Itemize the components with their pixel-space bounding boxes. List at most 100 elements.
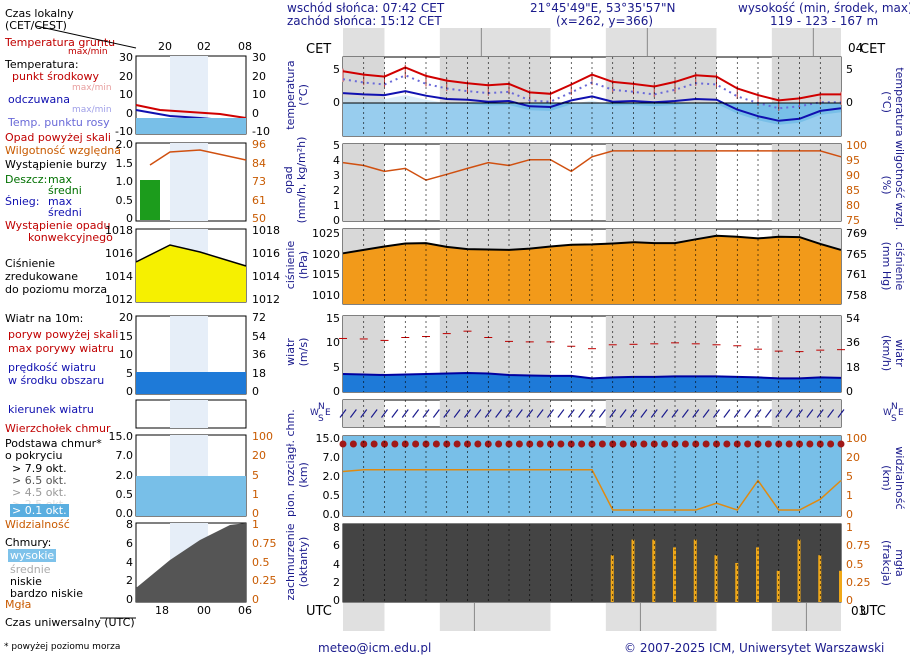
- compass-s-left: S: [318, 414, 324, 424]
- legend-tick-right: 72: [252, 311, 266, 324]
- wind-arrow: [806, 409, 814, 418]
- wind-arrow: [609, 409, 617, 418]
- legend-tick-right: 0.75: [252, 536, 277, 550]
- clouds-tick-left: 7.0: [322, 451, 341, 464]
- cloud-top-dot: [339, 440, 347, 448]
- legend-tick-right: 1018: [252, 224, 280, 237]
- legend-clouds: Chmury:: [5, 536, 52, 549]
- cloud-top-dot: [640, 440, 648, 448]
- cloud-top-dot: [733, 440, 741, 448]
- legend-pressure-line: [135, 244, 247, 267]
- precip-tick-left: 5: [333, 139, 340, 152]
- legend-rain-bar: [140, 180, 160, 220]
- pressure-tick-right: 765: [846, 247, 867, 261]
- hour-top-label: 04: [848, 41, 864, 55]
- sunset-text: zachód słońca: 15:12 CET: [287, 14, 442, 28]
- cloud-top-dot: [744, 440, 752, 448]
- fog-bar: [735, 563, 739, 602]
- fog-bar: [673, 547, 676, 602]
- cloud-top-dot: [806, 440, 814, 448]
- cloud-top-dot: [681, 440, 689, 448]
- footer-email[interactable]: meteo@icm.edu.pl: [318, 641, 432, 655]
- legend-tick-left: 15.0: [108, 430, 134, 443]
- precip-tick-right: 95: [846, 154, 860, 167]
- legend-soil-temp: Temperatura gruntu: [5, 36, 116, 49]
- legend-wind-speed-2: w środku obszaru: [8, 374, 105, 387]
- visibility-line: [342, 468, 842, 511]
- cloud-top-dot: [567, 440, 575, 448]
- wind-arrow: [432, 409, 440, 418]
- wind-arrow: [557, 409, 565, 418]
- legend-humidity-line: [149, 149, 247, 166]
- temp-line: [342, 66, 841, 102]
- legend-okt-3: > 4.5 okt.: [12, 486, 67, 499]
- time-footer-bg: [343, 603, 841, 631]
- precip-tick-left: 4: [333, 154, 340, 167]
- precip-tick-left: 2: [333, 184, 340, 197]
- legend-pressure-area: [136, 245, 246, 302]
- legend-tick-right: 1012: [252, 293, 280, 306]
- cloud-top-dot: [816, 440, 824, 448]
- clouds-tick-right: 20: [846, 451, 860, 464]
- legend-tick-right: 73: [252, 175, 266, 188]
- legend-tick-right: 30: [252, 51, 266, 64]
- legend-tick-left: 2: [126, 574, 133, 588]
- clouds-tick-right: 100: [846, 432, 867, 445]
- altitude-values: 119 - 123 - 167 m: [770, 14, 879, 28]
- cloud-top-dot: [381, 440, 388, 448]
- legend-local-time-sub: (CET/CEST): [5, 19, 67, 32]
- legend-tick-right: 61: [252, 193, 266, 207]
- panel-night-shade: [343, 144, 385, 221]
- legend-snow-mean: średni: [48, 206, 82, 219]
- wind-arrow: [349, 409, 357, 418]
- legend-rain-mean: średni: [48, 184, 82, 197]
- legend-tick-right: 1016: [252, 247, 280, 260]
- fog-bar: [839, 570, 842, 602]
- night-band-bottom: [439, 603, 551, 631]
- legend-tick-left: 6: [126, 536, 133, 550]
- coverage-tick-right: 0.25: [846, 575, 871, 589]
- wind-arrow: [360, 409, 368, 418]
- cloud-top-dot: [692, 440, 700, 448]
- legend-visibility: Widzialność: [5, 518, 70, 531]
- cloud-top-dot: [661, 440, 669, 448]
- legend-tick-right: -10: [252, 125, 270, 138]
- wind-arrow: [412, 409, 420, 418]
- legend-tick-left: 1.5: [115, 156, 134, 170]
- panel-night-shade: [605, 400, 717, 427]
- wind-arrow: [733, 409, 741, 418]
- cloud-top-dot: [764, 440, 772, 448]
- wind-arrow: [547, 409, 554, 418]
- fog-bar: [693, 539, 697, 602]
- legend-temperature: Temperatura:: [5, 58, 79, 71]
- cloud-top-dot: [484, 440, 492, 448]
- legend-okt-5: > 0.1 okt.: [10, 504, 69, 517]
- wind-arrow: [640, 409, 648, 418]
- precip-tick-left: 3: [333, 169, 340, 182]
- legend-tick-left: 10: [119, 88, 133, 101]
- legend-perceived: odczuwana: [8, 93, 70, 106]
- temp-tick-right: 5: [846, 63, 853, 76]
- temp-tick-right: 0: [846, 96, 853, 109]
- wind-arrow: [692, 409, 700, 418]
- cloud-top-dot: [723, 440, 731, 448]
- legend-tick-left: 20: [119, 69, 133, 83]
- legend-tick-right: 1014: [252, 270, 280, 283]
- legend-tick-left: 4: [126, 555, 133, 569]
- legend-rain-max: max: [48, 173, 72, 186]
- legend-tick-left: 0.5: [115, 193, 134, 207]
- cloud-top-dot: [588, 440, 596, 448]
- panel-night-shade: [439, 400, 551, 427]
- cloud-top-dot: [360, 440, 368, 448]
- night-band-top: [439, 28, 551, 56]
- night-band-bottom: [343, 603, 385, 631]
- wind-arrow: [391, 409, 399, 418]
- wind-arrow: [661, 409, 669, 418]
- legend-tick-right: 100: [252, 430, 273, 443]
- legend-tick-left: 15: [119, 329, 133, 343]
- legend-tick-right: 1: [252, 487, 259, 501]
- cloud-top-dot: [443, 440, 451, 448]
- coverage-tick-left: 4: [333, 557, 340, 571]
- cloud-top-dot: [609, 440, 617, 448]
- fog-bar: [610, 555, 614, 602]
